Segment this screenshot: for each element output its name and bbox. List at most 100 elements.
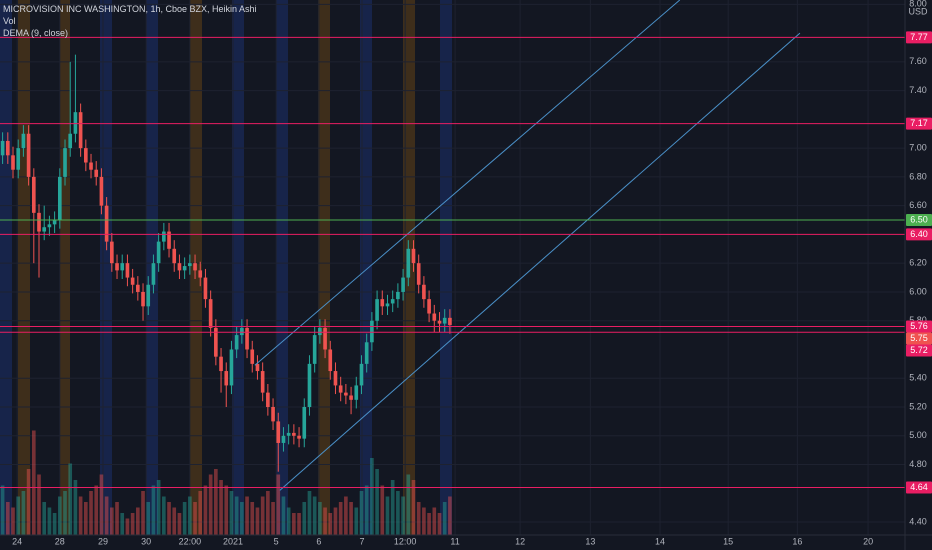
volume-bar — [0, 485, 5, 535]
candle-body — [266, 392, 270, 408]
candle-body — [422, 284, 426, 300]
volume-bar — [297, 513, 301, 535]
indicator-label: DEMA (9, close) — [3, 28, 68, 38]
volume-bar — [323, 507, 327, 535]
volume-bar — [172, 507, 177, 535]
indicator-label: Vol — [3, 16, 16, 26]
price-label-box — [906, 117, 932, 130]
x-tick-label: 14 — [655, 536, 665, 546]
volume-bar — [370, 458, 374, 535]
volume-bar — [156, 480, 161, 535]
y-tick-label: 6.80 — [909, 171, 927, 181]
volume-bar — [141, 491, 145, 535]
candle-body — [68, 133, 73, 149]
candle-body — [276, 421, 281, 443]
candle-body — [370, 320, 374, 343]
candle-body — [63, 148, 67, 177]
candle-body — [229, 349, 234, 386]
volume-bar — [240, 502, 244, 535]
volume-bar — [130, 513, 135, 535]
x-tick-label: 11 — [450, 536, 459, 546]
volume-bar — [359, 491, 364, 535]
candle-body — [307, 363, 312, 408]
x-tick-label: 12:00 — [394, 536, 417, 546]
trend-line — [279, 32, 801, 491]
volume-bar — [167, 502, 171, 535]
volume-bar — [250, 502, 255, 535]
candle-body — [130, 277, 135, 285]
candle-body — [151, 263, 156, 285]
candle-body — [162, 231, 166, 242]
volume-bar — [52, 513, 57, 535]
volume-bar — [406, 474, 411, 535]
volume-bar — [260, 496, 265, 535]
volume-bar — [120, 513, 125, 535]
price-label: 5.76 — [910, 321, 928, 331]
volume-bar — [37, 474, 41, 535]
candle-body — [344, 392, 348, 396]
volume-bar — [245, 496, 249, 535]
candle-body — [37, 212, 41, 232]
candle-body — [146, 284, 151, 307]
volume-bar — [432, 507, 437, 535]
candle-body — [354, 385, 359, 400]
candle-body — [94, 169, 99, 177]
y-tick-label: 5.00 — [909, 430, 927, 440]
candle-body — [245, 327, 249, 350]
volume-bar — [354, 507, 359, 535]
volume-bar — [177, 513, 182, 535]
candle-body — [188, 263, 192, 267]
y-tick-label: 8.00 — [909, 0, 927, 9]
volume-bar — [125, 518, 130, 535]
candle-body — [208, 299, 213, 328]
y-tick-label: 6.00 — [909, 286, 927, 296]
candle-body — [234, 335, 239, 350]
price-label: 5.75 — [910, 333, 928, 343]
volume-bar — [266, 491, 270, 535]
candle-body — [427, 299, 431, 314]
candle-body — [115, 263, 119, 271]
volume-bar — [42, 502, 47, 535]
volume-bar — [89, 491, 93, 535]
price-label-box — [906, 214, 932, 227]
volume-bar — [162, 496, 166, 535]
candle-body — [297, 435, 301, 439]
candle-body — [214, 327, 218, 357]
candle-body — [31, 176, 36, 213]
price-label-box — [906, 332, 932, 345]
candle-body — [448, 317, 452, 326]
candle-body — [328, 349, 333, 372]
y-tick-label: 7.60 — [909, 56, 927, 66]
candle-body — [364, 342, 369, 364]
candle-body — [318, 327, 322, 336]
volume-bar — [411, 480, 416, 535]
currency-label: USD — [908, 6, 928, 16]
candle-body — [250, 349, 255, 364]
y-tick-label: 6.60 — [909, 200, 927, 210]
candle-body — [312, 335, 317, 364]
candle-body — [385, 303, 390, 307]
candle-body — [99, 176, 104, 206]
volume-bar — [401, 496, 405, 535]
candle-body — [401, 277, 405, 292]
candle-body — [156, 241, 161, 264]
volume-bar — [442, 502, 447, 535]
volume-bar — [63, 491, 67, 535]
volume-bar — [364, 485, 369, 535]
candle-body — [89, 162, 93, 170]
price-label: 5.72 — [910, 345, 928, 355]
volume-bar — [99, 474, 104, 535]
y-tick-label: 6.20 — [909, 258, 927, 268]
volume-bar — [271, 502, 275, 535]
volume-bar — [188, 496, 192, 535]
candle-body — [219, 356, 223, 372]
candle-body — [380, 299, 385, 307]
volume-bar — [229, 491, 234, 535]
y-tick-label: 5.40 — [909, 373, 927, 383]
x-tick-label: 30 — [141, 536, 151, 546]
volume-bar — [328, 513, 333, 535]
price-label: 4.64 — [910, 482, 928, 492]
session-stripes — [0, 0, 452, 535]
volume-bar — [78, 496, 83, 535]
